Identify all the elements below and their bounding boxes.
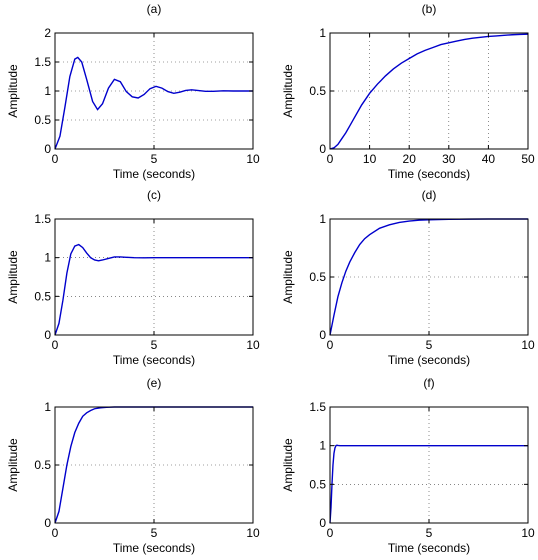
- x-tick-label: 0: [327, 526, 334, 540]
- y-tick-label: 0.5: [34, 458, 51, 472]
- x-tick-label: 10: [521, 526, 535, 540]
- x-tick-label: 20: [403, 152, 417, 166]
- y-tick-label: 0: [44, 516, 51, 530]
- y-axis-label: Amplitude: [6, 250, 20, 304]
- panel-b: 0 10 20 30 40 50 0 0.5 1 Time (seconds) Amplitude (…: [281, 2, 535, 181]
- panel-title: (f): [423, 376, 434, 390]
- x-axis-label: Time (seconds): [113, 167, 195, 181]
- x-tick-label: 5: [151, 152, 158, 166]
- x-tick-label: 30: [442, 152, 456, 166]
- y-tick-label: 1: [319, 439, 326, 453]
- y-tick-label: 0.5: [309, 84, 326, 98]
- x-tick-label: 5: [151, 338, 158, 352]
- y-axis-label: Amplitude: [6, 438, 20, 492]
- x-tick-label: 0: [327, 152, 334, 166]
- panel-title: (a): [147, 2, 162, 16]
- panel-a: 0 5 10 0 0.5 1 1.5 2 Time (seconds) Amplitude (a): [6, 2, 260, 181]
- panel-f: 0 5 10 0 0.5 1 1.5 Time (seconds) Amplitude (f): [281, 376, 535, 555]
- x-tick-label: 10: [246, 526, 260, 540]
- y-tick-label: 0: [44, 328, 51, 342]
- y-tick-label: 0: [319, 328, 326, 342]
- panel-e: 0 5 10 0 0.5 1 Time (seconds) Amplitude (e): [6, 376, 260, 555]
- x-tick-label: 5: [426, 526, 433, 540]
- panel-d: 0 5 10 0 0.5 1 Time (seconds) Amplitude (d): [281, 188, 535, 367]
- panel-c: 0 5 10 0 0.5 1 1.5 Time (seconds) Amplitude (c): [6, 188, 260, 367]
- y-tick-label: 2: [44, 26, 51, 40]
- y-tick-label: 0.5: [34, 113, 51, 127]
- x-tick-label: 10: [521, 338, 535, 352]
- x-tick-label: 10: [246, 152, 260, 166]
- y-tick-label: 1.5: [309, 400, 326, 414]
- y-tick-label: 0.5: [309, 270, 326, 284]
- x-tick-label: 50: [521, 152, 535, 166]
- x-axis-label: Time (seconds): [388, 167, 470, 181]
- y-tick-label: 1.5: [34, 212, 51, 226]
- y-tick-label: 0: [319, 516, 326, 530]
- y-axis-label: Amplitude: [281, 438, 295, 492]
- plot-frame: [329, 406, 529, 524]
- panel-title: (e): [147, 376, 162, 390]
- x-tick-label: 0: [52, 152, 59, 166]
- x-tick-label: 10: [363, 152, 377, 166]
- x-tick-label: 10: [246, 338, 260, 352]
- x-tick-label: 5: [151, 526, 158, 540]
- y-tick-label: 1: [319, 212, 326, 226]
- y-tick-label: 0.5: [309, 477, 326, 491]
- y-tick-label: 1.5: [34, 55, 51, 69]
- x-tick-label: 5: [426, 338, 433, 352]
- plot-frame: [54, 218, 254, 336]
- x-tick-label: 40: [482, 152, 496, 166]
- series-line-a: [54, 56, 253, 150]
- x-axis-label: Time (seconds): [113, 541, 195, 555]
- y-axis-label: Amplitude: [6, 64, 20, 118]
- x-axis-label: Time (seconds): [388, 353, 470, 367]
- y-axis-label: Amplitude: [281, 64, 295, 118]
- y-tick-label: 0: [44, 142, 51, 156]
- y-tick-label: 0.5: [34, 289, 51, 303]
- series-line-b: [329, 33, 529, 150]
- x-tick-label: 0: [52, 526, 59, 540]
- y-tick-label: 1: [44, 84, 51, 98]
- y-tick-label: 1: [319, 26, 326, 40]
- y-tick-label: 1: [44, 400, 51, 414]
- panel-title: (d): [422, 188, 437, 202]
- x-tick-label: 0: [52, 338, 59, 352]
- x-tick-label: 0: [327, 338, 334, 352]
- y-tick-label: 0: [319, 142, 326, 156]
- x-axis-label: Time (seconds): [113, 353, 195, 367]
- panel-title: (b): [422, 2, 437, 16]
- series-line-c: [54, 243, 253, 336]
- series-line-f: [329, 444, 528, 524]
- y-tick-label: 1: [44, 251, 51, 265]
- panel-title: (c): [147, 188, 161, 202]
- y-axis-label: Amplitude: [281, 250, 295, 304]
- x-axis-label: Time (seconds): [388, 541, 470, 555]
